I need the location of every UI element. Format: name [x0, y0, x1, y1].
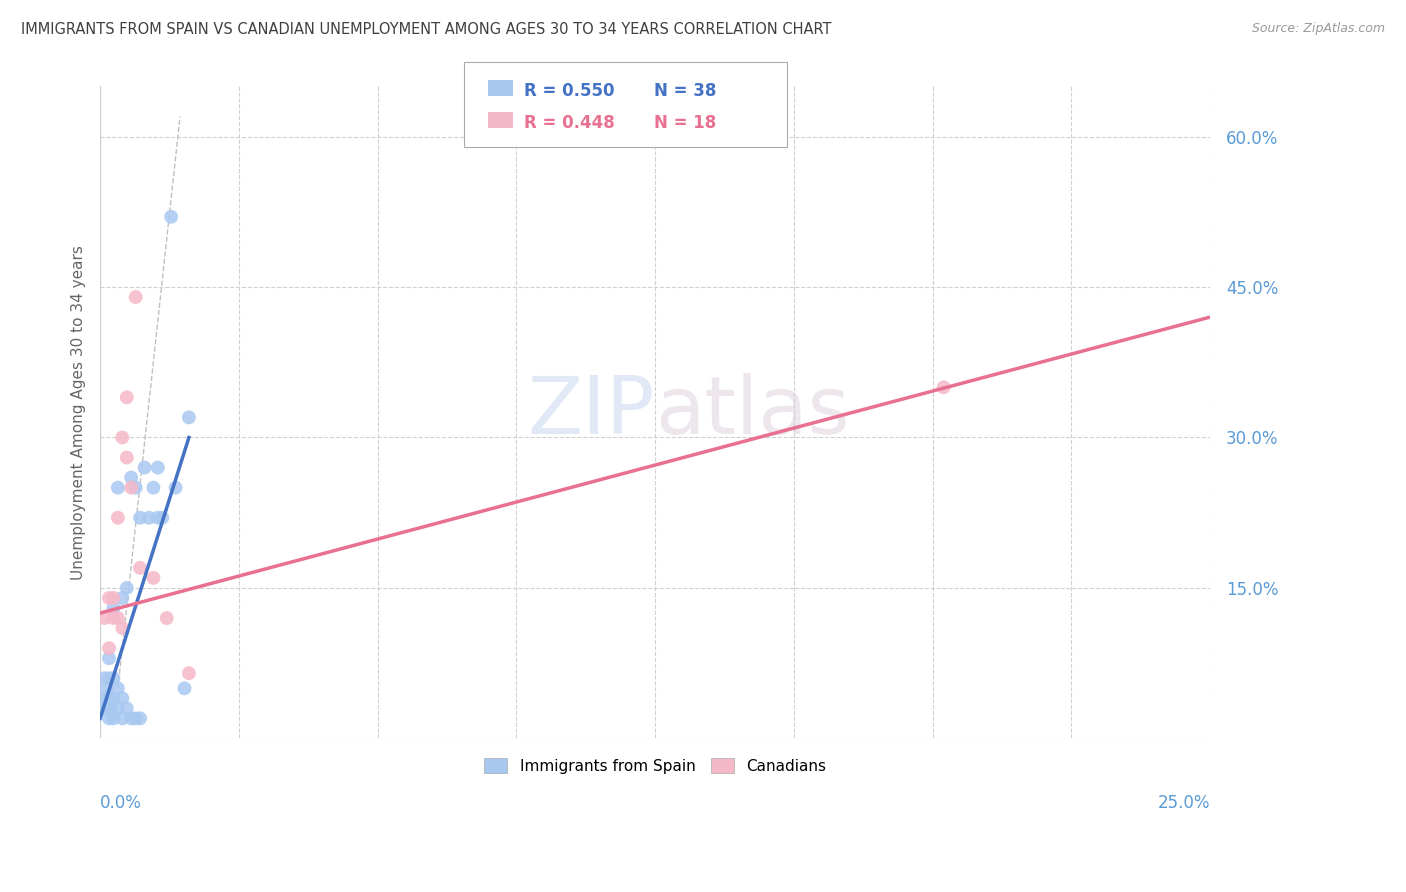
Text: 0.0%: 0.0% — [100, 794, 142, 812]
Point — [932, 380, 955, 394]
Point — [93, 611, 115, 625]
Text: R = 0.448: R = 0.448 — [524, 114, 616, 132]
Point — [96, 701, 118, 715]
Point — [111, 430, 134, 444]
Point — [91, 701, 114, 715]
Point — [111, 711, 134, 725]
Point — [177, 666, 200, 681]
Point — [124, 290, 146, 304]
Legend: Immigrants from Spain, Canadians: Immigrants from Spain, Canadians — [478, 751, 832, 780]
Point — [103, 611, 125, 625]
Point — [160, 210, 183, 224]
Point — [115, 450, 138, 465]
Point — [142, 571, 165, 585]
Point — [165, 481, 187, 495]
Point — [103, 711, 125, 725]
Point — [146, 460, 169, 475]
Point — [98, 691, 121, 706]
Point — [107, 481, 129, 495]
Point — [120, 470, 142, 484]
Point — [103, 671, 125, 685]
Text: 25.0%: 25.0% — [1157, 794, 1211, 812]
Point — [115, 581, 138, 595]
Point — [115, 701, 138, 715]
Point — [107, 681, 129, 696]
Point — [124, 711, 146, 725]
Point — [138, 510, 160, 524]
Point — [107, 701, 129, 715]
Point — [98, 641, 121, 656]
Point — [173, 681, 195, 696]
Point — [103, 601, 125, 615]
Point — [124, 481, 146, 495]
Point — [111, 591, 134, 605]
Text: N = 18: N = 18 — [654, 114, 716, 132]
Point — [103, 591, 125, 605]
Point — [98, 651, 121, 665]
Point — [146, 510, 169, 524]
Point — [142, 481, 165, 495]
Point — [120, 481, 142, 495]
Point — [134, 460, 156, 475]
Point — [98, 711, 121, 725]
Point — [111, 621, 134, 635]
Point — [120, 711, 142, 725]
Point — [93, 691, 115, 706]
Text: atlas: atlas — [655, 374, 849, 451]
Text: ZIP: ZIP — [527, 374, 655, 451]
Point — [129, 510, 152, 524]
Point — [177, 410, 200, 425]
Point — [156, 611, 179, 625]
Point — [98, 591, 121, 605]
Point — [107, 510, 129, 524]
Point — [111, 691, 134, 706]
Point — [107, 611, 129, 625]
Y-axis label: Unemployment Among Ages 30 to 34 years: Unemployment Among Ages 30 to 34 years — [72, 245, 86, 580]
Point — [96, 681, 118, 696]
Text: IMMIGRANTS FROM SPAIN VS CANADIAN UNEMPLOYMENT AMONG AGES 30 TO 34 YEARS CORRELA: IMMIGRANTS FROM SPAIN VS CANADIAN UNEMPL… — [21, 22, 831, 37]
Point — [103, 691, 125, 706]
Point — [100, 701, 122, 715]
Point — [115, 390, 138, 404]
Point — [129, 561, 152, 575]
Point — [98, 671, 121, 685]
Text: N = 38: N = 38 — [654, 82, 716, 100]
Point — [129, 711, 152, 725]
Point — [93, 671, 115, 685]
Text: R = 0.550: R = 0.550 — [524, 82, 614, 100]
Point — [150, 510, 173, 524]
Text: Source: ZipAtlas.com: Source: ZipAtlas.com — [1251, 22, 1385, 36]
